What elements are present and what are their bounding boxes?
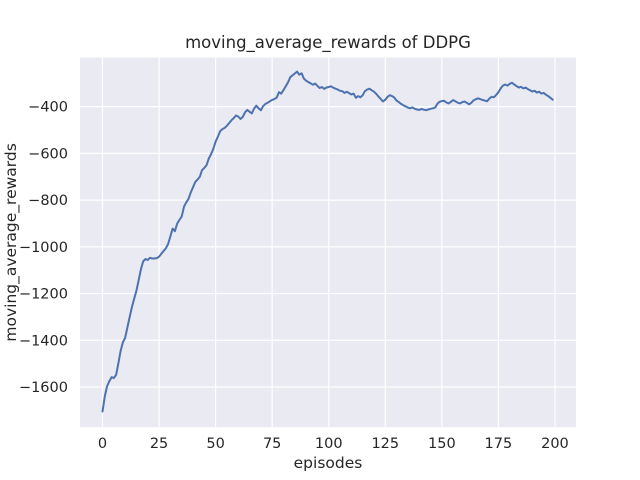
y-tick-label: −400: [28, 100, 68, 116]
x-tick-label: 100: [315, 436, 343, 452]
gridlines: [80, 57, 576, 428]
x-tick-label: 25: [150, 436, 168, 452]
x-tick-label: 150: [428, 436, 456, 452]
chart-title: moving_average_rewards of DDPG: [185, 33, 471, 53]
y-tick-label: −1000: [19, 240, 68, 256]
series-path: [101, 70, 554, 413]
y-tick-label: −1600: [19, 380, 68, 396]
x-tick-label: 200: [541, 436, 569, 452]
data-series: [101, 70, 554, 413]
x-tick-label: 75: [263, 436, 281, 452]
x-tick-label: 50: [206, 436, 224, 452]
y-tick-label: −1200: [19, 287, 68, 303]
y-tick-labels: −400 −600 −800 −1000 −1200 −1400 −1600: [19, 100, 68, 396]
y-axis-label: moving_average_rewards: [2, 143, 21, 341]
x-tick-label: 175: [485, 436, 513, 452]
x-axis-label: episodes: [294, 454, 363, 472]
y-tick-label: −1400: [19, 333, 68, 349]
y-tick-label: −800: [28, 193, 68, 209]
x-tick-label: 0: [98, 436, 107, 452]
x-tick-label: 125: [371, 436, 399, 452]
y-tick-label: −600: [28, 146, 68, 162]
x-tick-labels: 0 25 50 75 100 125 150 175 200: [98, 436, 569, 452]
plot-area-background: [80, 57, 576, 428]
